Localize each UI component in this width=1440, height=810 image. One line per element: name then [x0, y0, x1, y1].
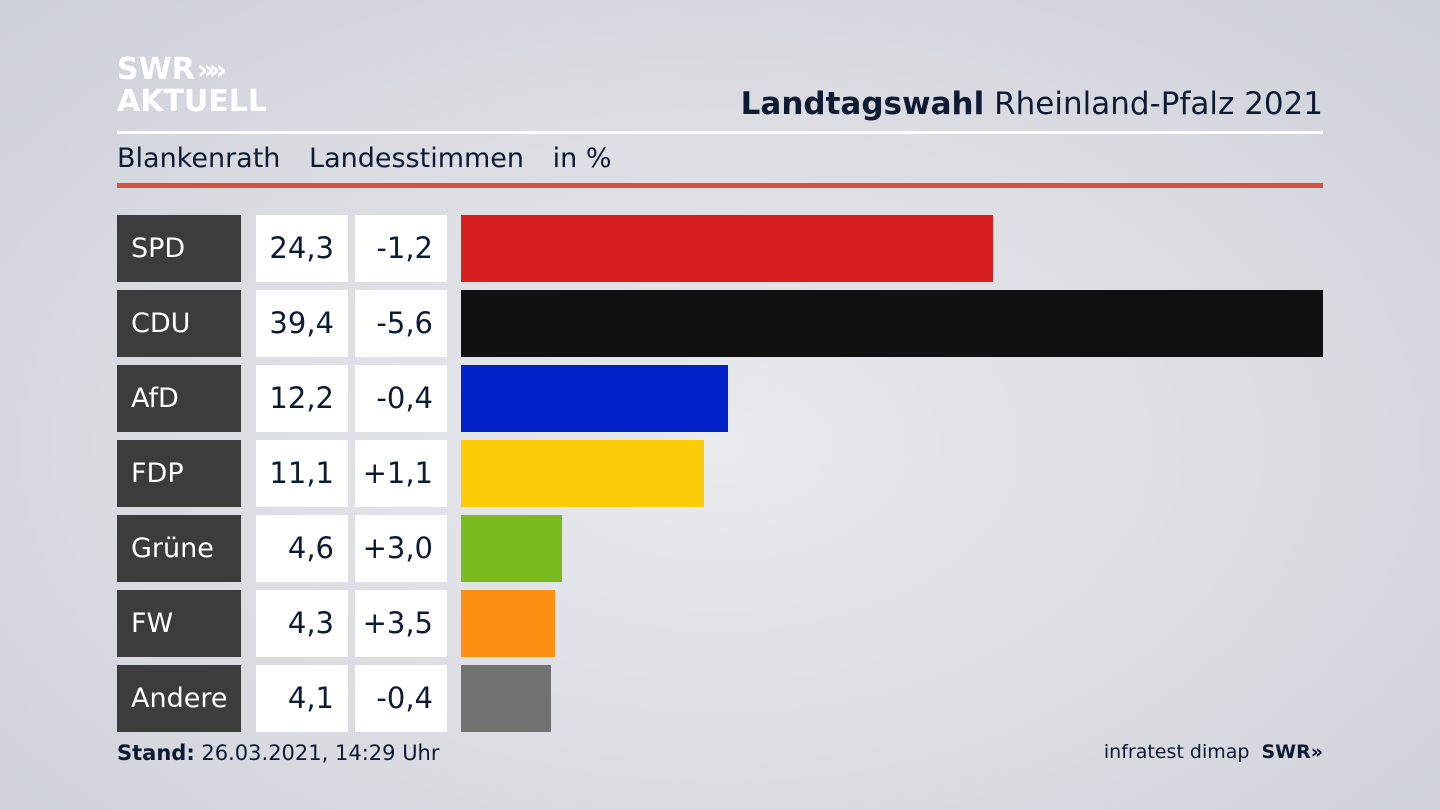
diff-label: -0,4 [355, 665, 447, 732]
subtitle-divider [117, 183, 1323, 188]
swr-aktuell-logo: SWR»» AKTUELL [117, 52, 268, 120]
party-label: Grüne [117, 515, 241, 582]
subtitle: Blankenrath Landesstimmen in % [117, 143, 631, 174]
title-rest: Rheinland-Pfalz 2021 [994, 86, 1323, 122]
bar-row: CDU 39,4 -5,6 [117, 290, 1323, 357]
footer-swr-logo: SWR [1261, 741, 1311, 763]
bar [461, 365, 728, 432]
chart-title: Landtagswahl Rheinland-Pfalz 2021 [741, 86, 1323, 122]
value-label: 4,3 [256, 590, 348, 657]
bar [461, 215, 993, 282]
bar [461, 590, 555, 657]
diff-label: -1,2 [355, 215, 447, 282]
value-label: 4,1 [256, 665, 348, 732]
bar-row: Grüne 4,6 +3,0 [117, 515, 1323, 582]
timestamp: Stand: 26.03.2021, 14:29 Uhr [117, 741, 440, 765]
stand-label: Stand: [117, 741, 195, 765]
value-label: 12,2 [256, 365, 348, 432]
title-divider [117, 131, 1323, 134]
value-label: 4,6 [256, 515, 348, 582]
diff-label: +1,1 [355, 440, 447, 507]
bar [461, 515, 562, 582]
logo-aktuell: AKTUELL [117, 84, 268, 119]
bar [461, 290, 1323, 357]
logo-swr: SWR [117, 52, 195, 87]
value-label: 39,4 [256, 290, 348, 357]
stand-value: 26.03.2021, 14:29 Uhr [201, 741, 440, 765]
title-bold: Landtagswahl [740, 86, 985, 122]
bar-row: Andere 4,1 -0,4 [117, 665, 1323, 732]
source-label: infratest dimap [1103, 741, 1250, 763]
bar-row: FW 4,3 +3,5 [117, 590, 1323, 657]
source-credit: infratest dimap SWR» [1104, 741, 1323, 763]
footer-chevron-icon: » [1310, 741, 1323, 763]
subtitle-unit: in % [552, 143, 612, 174]
diff-label: +3,0 [355, 515, 447, 582]
party-label: CDU [117, 290, 241, 357]
party-label: AfD [117, 365, 241, 432]
diff-label: -5,6 [355, 290, 447, 357]
diff-label: +3,5 [355, 590, 447, 657]
bar [461, 665, 551, 732]
bar-row: SPD 24,3 -1,2 [117, 215, 1323, 282]
bar-row: FDP 11,1 +1,1 [117, 440, 1323, 507]
party-label: FDP [117, 440, 241, 507]
party-label: Andere [117, 665, 241, 732]
subtitle-measure: Landesstimmen [309, 143, 525, 174]
value-label: 24,3 [256, 215, 348, 282]
party-label: SPD [117, 215, 241, 282]
bar-row: AfD 12,2 -0,4 [117, 365, 1323, 432]
value-label: 11,1 [256, 440, 348, 507]
bar [461, 440, 704, 507]
party-label: FW [117, 590, 241, 657]
diff-label: -0,4 [355, 365, 447, 432]
subtitle-place: Blankenrath [117, 143, 281, 174]
